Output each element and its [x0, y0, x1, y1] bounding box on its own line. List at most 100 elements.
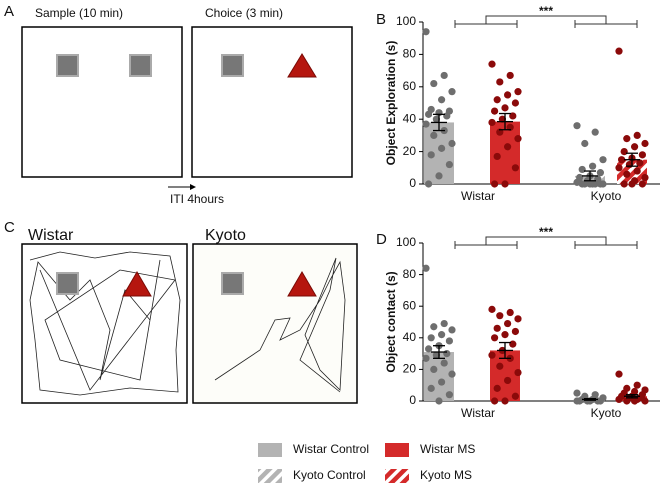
x-tick-label: Wistar — [461, 406, 495, 420]
error-bar — [624, 152, 640, 167]
data-point — [425, 180, 433, 188]
iti-label: ITI 4hours — [170, 192, 224, 206]
data-point — [422, 120, 430, 128]
data-point — [615, 47, 623, 55]
object-triangle — [122, 271, 152, 297]
data-point — [422, 28, 430, 36]
data-point — [488, 351, 496, 359]
data-point — [504, 91, 512, 99]
data-point — [628, 180, 636, 188]
error-bar — [497, 112, 513, 131]
data-point — [448, 139, 456, 148]
panel-label: B — [376, 11, 386, 28]
data-point — [440, 359, 448, 367]
data-point — [435, 397, 443, 405]
legend-swatch — [258, 443, 282, 457]
bar — [490, 121, 520, 184]
data-point — [631, 397, 639, 405]
data-point — [573, 389, 581, 397]
y-tick-label: 100 — [396, 235, 416, 249]
data-point — [443, 350, 451, 358]
data-point — [638, 151, 647, 159]
data-point — [488, 60, 496, 68]
significance: *** — [539, 4, 553, 18]
y-tick-label: 40 — [403, 330, 417, 344]
legend-swatch — [385, 469, 409, 483]
data-point — [599, 156, 607, 164]
data-point — [430, 131, 438, 139]
data-point — [581, 139, 589, 148]
data-point — [501, 397, 509, 405]
data-point — [427, 384, 435, 392]
data-point — [615, 164, 623, 172]
data-point — [636, 159, 644, 167]
data-point — [496, 362, 504, 370]
data-point — [430, 365, 438, 373]
x-tick-label: Wistar — [461, 189, 495, 203]
error-bar — [582, 397, 598, 401]
data-point — [491, 334, 499, 342]
data-point — [641, 139, 649, 148]
data-point — [491, 107, 499, 115]
data-point — [488, 118, 496, 127]
data-point — [443, 112, 451, 120]
data-point — [641, 397, 649, 405]
data-point — [578, 165, 586, 174]
data-point — [511, 327, 519, 336]
data-point — [633, 167, 641, 175]
data-point — [427, 151, 435, 159]
data-point — [615, 395, 623, 404]
data-point — [422, 354, 430, 362]
data-point — [596, 180, 605, 188]
legend-label: Wistar MS — [420, 442, 475, 456]
data-point — [440, 319, 448, 328]
y-tick-label: 20 — [403, 362, 417, 376]
track — [214, 257, 346, 393]
data-point — [511, 392, 519, 400]
data-point — [438, 96, 446, 104]
data-point — [491, 397, 499, 405]
x-tick-label: Kyoto — [591, 189, 622, 203]
data-point — [506, 308, 514, 317]
data-point — [591, 128, 599, 136]
legend-label: Wistar Control — [293, 442, 369, 456]
data-point — [623, 397, 631, 405]
y-tick-label: 80 — [403, 47, 417, 61]
data-point — [501, 331, 509, 339]
object-square — [221, 272, 244, 295]
y-tick-label: 100 — [396, 14, 416, 28]
data-point — [618, 156, 626, 164]
data-point — [633, 381, 641, 389]
legend-swatch — [258, 469, 282, 483]
data-point — [641, 173, 649, 182]
data-point — [435, 172, 443, 180]
data-point — [425, 345, 433, 353]
data-point — [573, 122, 581, 130]
object-square — [56, 54, 79, 77]
track — [29, 251, 181, 396]
arena — [21, 243, 188, 404]
data-point — [496, 312, 504, 320]
data-point — [620, 180, 628, 188]
data-point — [501, 180, 509, 188]
legend-swatch — [385, 443, 409, 457]
y-axis-label: Object Exploration (s) — [384, 41, 398, 166]
data-point — [586, 180, 594, 188]
error-bar — [431, 345, 447, 359]
data-point — [493, 384, 501, 392]
data-point — [504, 143, 512, 151]
error-bar — [624, 394, 640, 399]
y-tick-label: 60 — [403, 298, 417, 312]
data-point — [514, 368, 522, 377]
data-point — [514, 135, 522, 143]
data-point — [438, 378, 446, 386]
data-point — [633, 131, 641, 139]
data-point — [445, 391, 453, 399]
data-point — [430, 79, 438, 88]
bracket — [485, 15, 607, 24]
sample-title: Sample (10 min) — [35, 6, 123, 20]
data-point — [514, 88, 522, 96]
data-point — [445, 337, 453, 345]
object-square — [56, 272, 79, 295]
